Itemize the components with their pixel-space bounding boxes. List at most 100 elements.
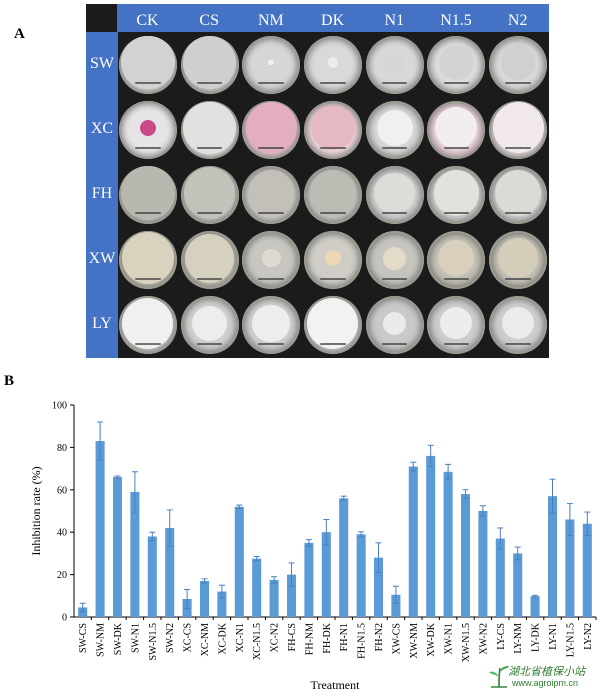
x-axis-title: Treatment [311,678,361,692]
bar-xw-dk [426,455,436,617]
x-tick-label: SW-N1 [130,623,141,653]
x-tick-label: XW-DK [426,622,437,657]
dish-handwriting [443,147,470,150]
fungal-colony [438,240,475,277]
petri-dish-xw-nm [242,231,301,290]
petri-dish-xw-ck [118,231,177,290]
fungal-colony [122,297,174,349]
dish-handwriting [381,81,408,84]
x-tick-label: FH-NM [304,623,315,655]
dish-handwriting [505,212,531,215]
bar-xw-n2 [478,511,488,617]
dish-handwriting [505,277,531,280]
x-tick-label: SW-N1.5 [148,623,159,661]
bar-ly-cs [495,538,505,617]
petri-dish-sw-ck [118,35,177,94]
dish-handwriting [135,277,161,280]
fungal-colony [494,169,542,217]
fungal-colony [121,232,174,285]
panel-b-label: B [4,373,15,389]
y-tick-label: 80 [57,443,67,454]
column-label-n1: N1 [384,12,405,29]
x-tick-label: LY-N1.5 [565,623,576,657]
petri-dish-fh-n1 [365,166,424,224]
fungal-colony [248,170,294,216]
petri-dish-fh-dk [303,166,362,224]
dish-handwriting [135,147,161,150]
petri-dish-fh-ck [118,166,177,224]
petri-dish-ly-n2 [489,296,548,355]
bar-sw-n2 [165,527,175,617]
fungal-colony [327,57,339,68]
x-tick-label: FH-N1 [339,623,350,651]
dish-handwriting [196,147,223,150]
x-tick-label: XC-DK [217,622,228,654]
petri-dish-xw-n1-5 [427,231,486,290]
fungal-colony [383,246,407,270]
x-tick-label: XW-N1.5 [461,623,472,662]
fungal-colony [245,102,297,154]
petri-dish-sw-cs [180,35,239,94]
petri-dish-fh-cs [180,166,239,224]
fungal-colony [376,109,413,146]
dish-handwriting [196,342,223,345]
x-tick-label: XW-CS [391,623,402,655]
petri-dish-xw-n1 [365,231,424,290]
bar-xc-n2 [269,579,279,617]
row-label-fh: FH [91,185,113,202]
bar-sw-n1 [130,491,140,617]
fungal-colony [500,45,536,80]
x-tick-label: LY-NM [513,623,524,654]
fungal-colony [492,102,544,154]
x-tick-label: SW-NM [96,623,107,657]
column-label-cs: CS [199,12,219,29]
fungal-colony [374,172,415,214]
dish-handwriting [258,342,284,345]
bar-fh-n2 [373,557,384,617]
fungal-colony [310,170,356,216]
petri-dish-ly-n1-5 [427,296,486,355]
dish-handwriting [196,277,223,280]
dish-handwriting [320,277,346,280]
watermark-title: 湖北省植保小站 [508,665,585,678]
dish-handwriting [258,212,284,215]
petri-dish-fh-n2 [489,166,548,224]
fungal-colony [121,35,175,90]
fungal-colony [268,59,275,66]
dish-handwriting [258,147,284,150]
fungal-colony [497,237,539,279]
bar-fh-n1 [339,498,349,617]
petri-dish-xw-n2 [489,231,548,290]
row-header-bar: SW XC FH XW LY [86,32,118,358]
fungal-colony [182,35,237,90]
dish-handwriting [320,81,346,84]
bar-xc-dk [217,591,227,617]
fungal-colony [252,304,291,343]
petri-dish-sw-n2 [489,35,548,94]
x-tick-label: LY-CS [496,623,507,650]
panel-a-label: A [14,26,25,42]
dish-handwriting [381,342,408,345]
fungal-colony [435,106,478,149]
x-tick-label: XW-NM [409,623,420,659]
bar-ly-n1-5 [565,519,575,617]
dish-handwriting [320,147,346,150]
x-tick-label: XC-N1.5 [252,623,263,660]
bar-xw-cs [391,594,401,617]
dish-handwriting [505,147,531,150]
dish-handwriting [381,212,408,215]
dish-handwriting [320,212,346,215]
petri-dish-xw-cs [180,231,239,290]
bar-sw-nm [95,441,105,617]
bar-ly-n2 [582,523,592,617]
bar-xw-nm [408,466,418,617]
y-tick-label: 20 [57,570,67,581]
x-tick-label: FH-CS [287,623,298,651]
y-tick-label: 0 [62,613,67,624]
dish-handwriting [505,81,531,84]
x-tick-label: FH-N1.5 [357,623,368,659]
fungal-colony [383,50,407,75]
dish-handwriting [196,212,223,215]
y-tick-label: 100 [52,401,67,412]
